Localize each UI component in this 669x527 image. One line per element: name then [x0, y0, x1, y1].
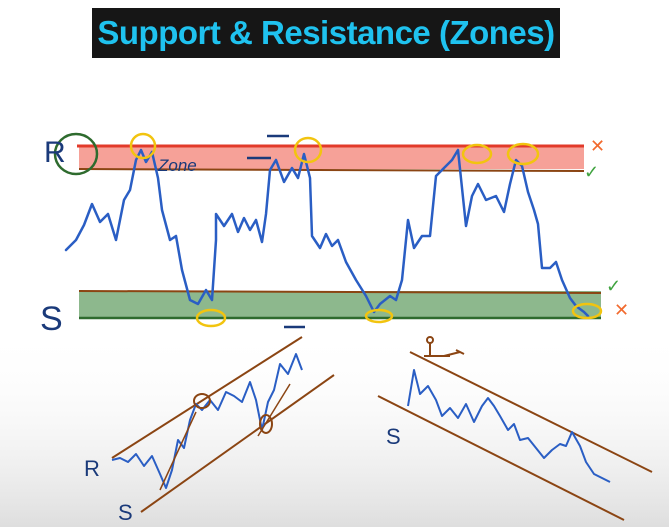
- resistance-cross-mark: ✕: [590, 136, 605, 156]
- resistance-touch-circle: [129, 132, 157, 160]
- title-banner: Support & Resistance (Zones): [92, 8, 560, 58]
- support-check-mark: ✓: [606, 276, 621, 296]
- rising-channel-price-line: [111, 353, 303, 489]
- rising-channel-letter: R: [84, 456, 100, 481]
- rising-channel-support-letter: S: [118, 500, 133, 525]
- support-zone: [79, 291, 601, 318]
- resistance-touch-circle: [506, 142, 540, 166]
- resistance-zone-bottom-line: [78, 168, 585, 172]
- resistance-touch-circle: [293, 136, 323, 164]
- rising-channel-lower-line: [140, 374, 335, 513]
- support-zone-top-line: [78, 290, 602, 294]
- falling-channel-upper-line: [409, 351, 653, 473]
- rising-channel-mid-stroke: [159, 411, 197, 491]
- support-touch-circle: [195, 308, 227, 328]
- rising-channel-touch-circle: [193, 393, 211, 409]
- support-cross-mark: ✕: [614, 300, 629, 320]
- rising-channel-upper-line: [111, 336, 303, 459]
- page-title: Support & Resistance (Zones): [97, 14, 555, 51]
- zone-label: Zone: [157, 156, 197, 175]
- resistance-letter: R: [44, 136, 66, 169]
- support-touch-circle: [364, 308, 394, 324]
- rising-channel-touch-circle: [259, 414, 273, 434]
- rising-channel-mid-stroke: [257, 383, 291, 437]
- bottom-shade: [0, 330, 669, 527]
- stick-figure-icon: [424, 336, 465, 357]
- support-touch-circle: [571, 302, 603, 320]
- resistance-touch-circle: [461, 143, 493, 165]
- resistance-letter-circle: [53, 132, 99, 176]
- resistance-check-mark: ✓: [584, 162, 599, 182]
- support-letter: S: [40, 300, 63, 338]
- falling-channel-lower-line: [377, 395, 625, 521]
- falling-channel-price-line: [407, 369, 611, 483]
- price-line: [64, 148, 590, 318]
- falling-channel-letter: S: [386, 424, 401, 449]
